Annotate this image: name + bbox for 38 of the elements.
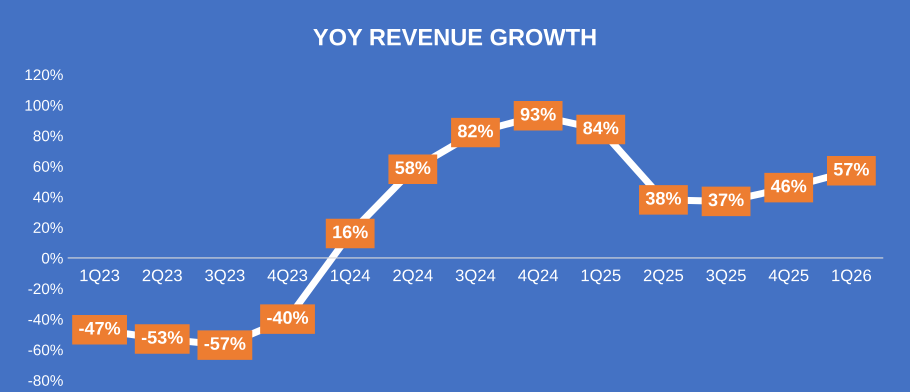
data-label: -40% bbox=[267, 311, 308, 324]
y-tick-label: -40% bbox=[28, 314, 63, 325]
data-label: 84% bbox=[583, 122, 618, 134]
y-tick-label: 20% bbox=[34, 222, 63, 234]
x-tick-label: 2Q23 bbox=[142, 269, 182, 284]
y-tick-label: -20% bbox=[28, 283, 63, 294]
x-tick-label: 2Q24 bbox=[393, 269, 433, 284]
data-label: 16% bbox=[333, 226, 368, 238]
x-tick-label: 2Q25 bbox=[644, 269, 684, 284]
y-tick-label: 80% bbox=[33, 130, 63, 142]
x-tick-label: 3Q23 bbox=[205, 269, 245, 284]
x-tick-label: 1Q25 bbox=[582, 269, 620, 284]
y-tick-label: 40% bbox=[33, 192, 63, 202]
data-label: 57% bbox=[834, 162, 869, 176]
y-tick-label: -80% bbox=[28, 375, 63, 386]
y-tick-label: 0% bbox=[42, 252, 63, 264]
y-tick-label: 100% bbox=[25, 100, 63, 111]
x-tick-label: 3Q25 bbox=[706, 269, 746, 284]
data-label: -57% bbox=[204, 337, 246, 350]
x-tick-label: 1Q24 bbox=[331, 269, 370, 284]
data-label: 37% bbox=[708, 193, 744, 206]
data-label: 46% bbox=[770, 180, 806, 192]
data-label: -53% bbox=[142, 331, 183, 344]
y-tick-label: 120% bbox=[25, 69, 63, 80]
x-tick-label: 4Q24 bbox=[518, 269, 558, 284]
y-tick-label: 60% bbox=[34, 161, 63, 172]
x-tick-label: 1Q23 bbox=[80, 269, 120, 284]
data-label: -47% bbox=[79, 322, 120, 335]
x-tick-label: 1Q26 bbox=[832, 269, 872, 284]
x-tick-label: 4Q23 bbox=[268, 269, 308, 284]
chart-title: YOY REVENUE GROWTH bbox=[313, 28, 596, 46]
data-label: 58% bbox=[395, 161, 430, 174]
x-tick-label: 4Q25 bbox=[768, 269, 808, 284]
data-label: 93% bbox=[520, 108, 556, 121]
data-label: 82% bbox=[458, 124, 494, 138]
x-tick-label: 3Q24 bbox=[456, 269, 496, 284]
data-label: 38% bbox=[646, 192, 682, 205]
y-tick-label: -60% bbox=[28, 344, 63, 356]
